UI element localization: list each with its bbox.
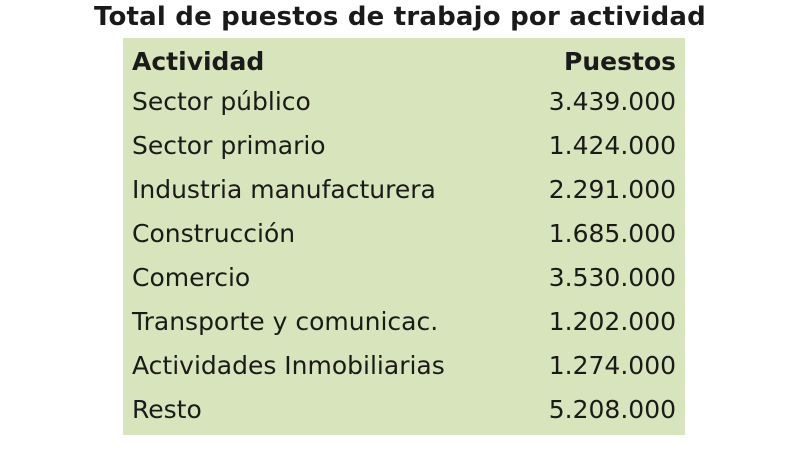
cell-jobs: 5.208.000 bbox=[548, 395, 676, 424]
cell-activity: Transporte y comunicac. bbox=[132, 307, 439, 336]
cell-jobs: 1.274.000 bbox=[548, 351, 676, 380]
cell-jobs: 1.202.000 bbox=[548, 307, 676, 336]
cell-jobs: 3.439.000 bbox=[548, 87, 676, 116]
cell-activity: Sector público bbox=[132, 87, 311, 116]
cell-activity: Sector primario bbox=[132, 131, 326, 160]
table-row: Transporte y comunicac. 1.202.000 bbox=[132, 300, 676, 344]
cell-activity: Resto bbox=[132, 395, 202, 424]
cell-jobs: 1.685.000 bbox=[548, 219, 676, 248]
table-row: Construcción 1.685.000 bbox=[132, 212, 676, 256]
cell-activity: Industria manufacturera bbox=[132, 175, 436, 204]
table-row: Resto 5.208.000 bbox=[132, 388, 676, 432]
jobs-table: Actividad Puestos Sector público 3.439.0… bbox=[132, 44, 676, 432]
cell-jobs: 1.424.000 bbox=[548, 131, 676, 160]
cell-jobs: 2.291.000 bbox=[548, 175, 676, 204]
table-title: Total de puestos de trabajo por activida… bbox=[94, 2, 706, 32]
cell-activity: Construcción bbox=[132, 219, 296, 248]
table-row: Sector primario 1.424.000 bbox=[132, 124, 676, 168]
table-container: Actividad Puestos Sector público 3.439.0… bbox=[123, 38, 685, 435]
header-activity: Actividad bbox=[132, 47, 265, 76]
table-row: Actividades Inmobiliarias 1.274.000 bbox=[132, 344, 676, 388]
table-row: Industria manufacturera 2.291.000 bbox=[132, 168, 676, 212]
cell-jobs: 3.530.000 bbox=[548, 263, 676, 292]
header-jobs: Puestos bbox=[564, 47, 676, 76]
table-row: Sector público 3.439.000 bbox=[132, 80, 676, 124]
cell-activity: Actividades Inmobiliarias bbox=[132, 351, 445, 380]
cell-activity: Comercio bbox=[132, 263, 251, 292]
table-header-row: Actividad Puestos bbox=[132, 44, 676, 80]
table-row: Comercio 3.530.000 bbox=[132, 256, 676, 300]
